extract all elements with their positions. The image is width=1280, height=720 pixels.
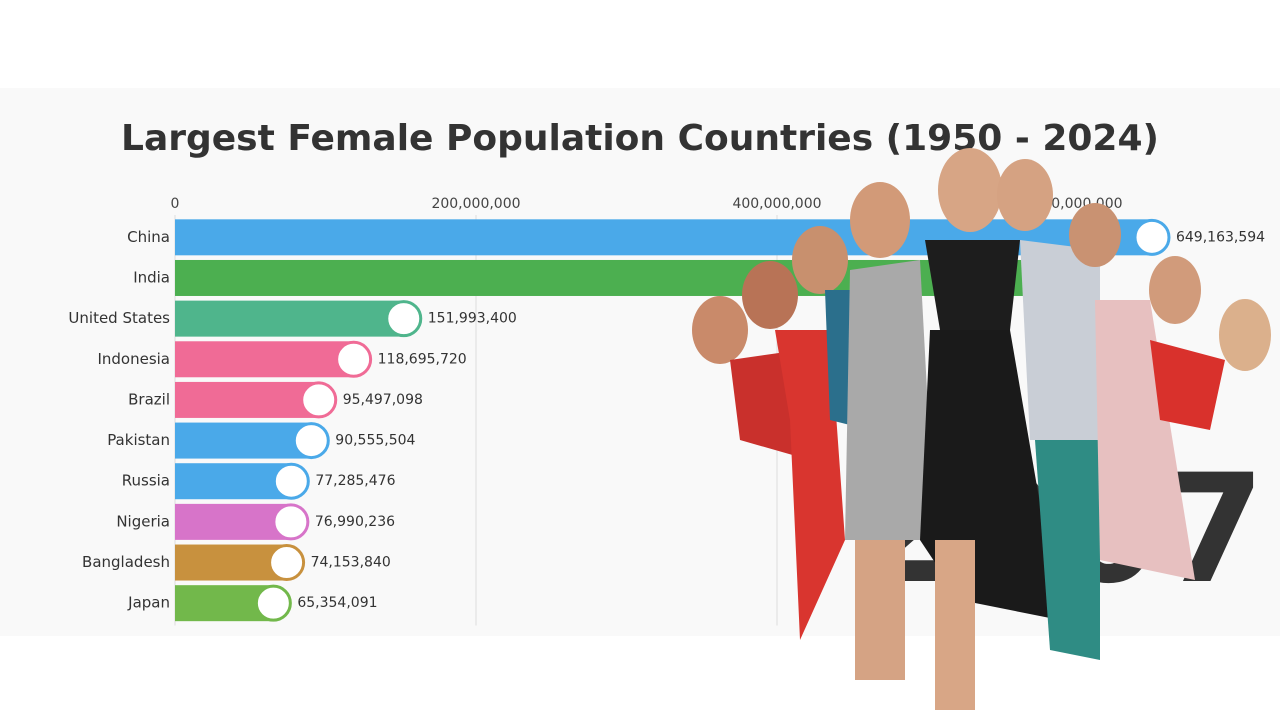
chart-title: Largest Female Population Countries (195… (121, 118, 1159, 159)
value-label: 74,153,840 (311, 555, 391, 571)
category-label: Bangladesh (82, 553, 170, 571)
bar (175, 503, 291, 540)
flag-badge (300, 381, 338, 419)
flag-badge (254, 584, 292, 622)
bar (175, 381, 319, 418)
value-label: 151,993,400 (428, 311, 517, 327)
category-label: India (133, 268, 170, 286)
flag-badge (1133, 218, 1171, 256)
value-label: 649,163,594 (1176, 229, 1265, 245)
bar (175, 544, 287, 581)
value-label: 77,285,476 (315, 473, 395, 489)
x-tick-label: 400,000,000 (732, 196, 821, 212)
category-label: China (127, 228, 170, 246)
flag-badge (268, 544, 306, 582)
flag-badge (272, 503, 310, 541)
x-tick-label: 0 (171, 196, 180, 212)
category-label: Nigeria (116, 512, 170, 530)
photo-overlay (692, 148, 1271, 710)
category-label: Indonesia (97, 350, 170, 368)
value-label: 76,990,236 (315, 514, 395, 530)
bar (175, 341, 354, 378)
category-label: Pakistan (107, 431, 170, 449)
category-label: Japan (127, 594, 170, 612)
bar (175, 300, 404, 337)
value-label: 95,497,098 (343, 392, 423, 408)
value-label: 65,354,091 (297, 595, 377, 611)
bar (175, 463, 292, 500)
category-label: Russia (122, 472, 170, 490)
flag-badge (272, 462, 310, 500)
category-label: United States (68, 309, 170, 327)
value-label: 118,695,720 (378, 351, 467, 367)
value-label: 90,555,504 (335, 433, 415, 449)
flag-badge (292, 422, 330, 460)
flag-badge (385, 300, 423, 338)
x-tick-label: 200,000,000 (431, 196, 520, 212)
category-label: Brazil (128, 390, 170, 408)
flag-badge (335, 340, 373, 378)
bar (175, 422, 312, 459)
